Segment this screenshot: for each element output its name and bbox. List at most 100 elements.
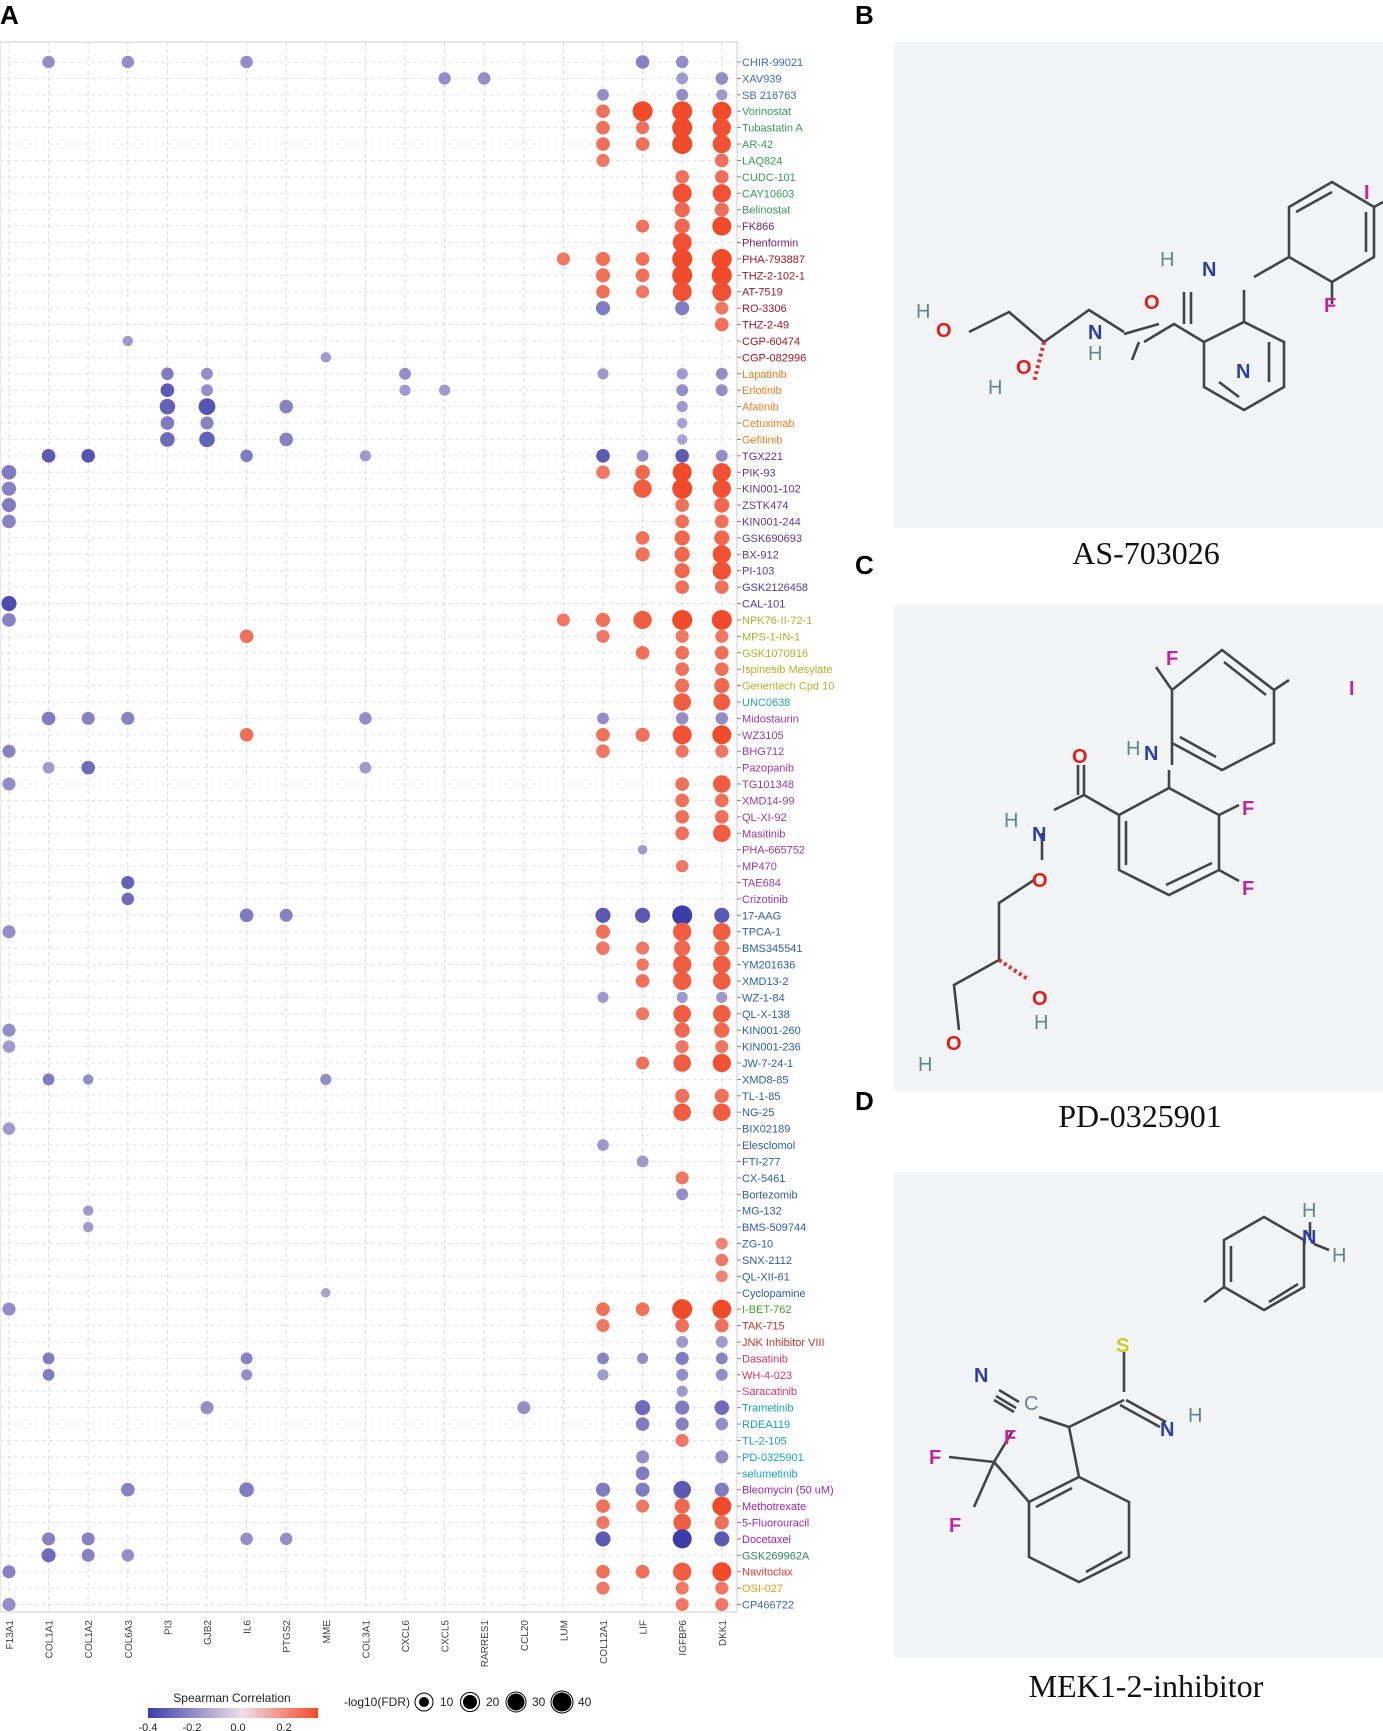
y-tick-label: THZ-2-102-1 [742, 270, 805, 282]
dot-mark [715, 629, 729, 643]
y-tick-label: NG-25 [742, 1107, 774, 1119]
y-tick-label: PD-0325901 [742, 1452, 804, 1464]
dot-mark [712, 479, 731, 498]
y-tick-label: KIN001-102 [742, 484, 801, 496]
dot-mark [2, 514, 16, 529]
dot-mark [672, 1529, 692, 1549]
dot-mark [673, 971, 692, 991]
x-tick-label: COL1A2 [84, 1620, 95, 1659]
dot-mark [635, 137, 650, 151]
dot-mark [672, 265, 693, 286]
dot-mark [715, 793, 729, 808]
dot-mark [160, 383, 175, 398]
dot-mark [675, 793, 689, 808]
y-tick-label: BMS345541 [742, 943, 803, 955]
x-tick-label: COL1A1 [45, 1620, 56, 1659]
dot-mark [675, 826, 689, 841]
x-tick-label: COL3A1 [361, 1620, 372, 1659]
dot-mark [83, 1221, 94, 1233]
dot-mark [596, 137, 610, 151]
dot-mark [160, 432, 175, 447]
y-tick-label: XMD14-99 [742, 795, 795, 807]
dot-mark [596, 449, 610, 463]
dot-mark [121, 1482, 135, 1497]
plot-area [0, 41, 738, 1613]
dot-mark [2, 925, 16, 939]
dot-mark [675, 580, 689, 594]
dot-mark [712, 216, 732, 236]
dot-mark [201, 367, 213, 380]
y-tick-label: CUDC-101 [742, 172, 796, 184]
dot-mark [715, 1253, 729, 1267]
y-tick-label: XMD13-2 [742, 976, 788, 988]
atom-h-imine: H [1188, 1405, 1202, 1427]
dot-mark [595, 301, 611, 316]
y-tick-label: KIN001-244 [742, 516, 801, 528]
dot-mark [632, 101, 653, 122]
dot-mark [596, 104, 610, 119]
dot-mark [674, 218, 690, 234]
y-tick-label: Bortezomib [742, 1189, 798, 1201]
y-tick-label: Cetuximab [742, 418, 795, 430]
y-tick-label: TPCA-1 [742, 927, 781, 939]
x-tick-label: IL6 [243, 1620, 254, 1634]
dot-mark [2, 1023, 16, 1037]
dot-mark [673, 922, 692, 941]
dot-mark [714, 1531, 730, 1547]
dot-mark [673, 1480, 691, 1499]
y-tick-label: Lapatinib [742, 369, 787, 381]
dot-mark [676, 72, 689, 85]
dot-mark [673, 693, 691, 711]
dot-mark [240, 449, 253, 463]
y-tick-label: Phenformin [742, 238, 798, 250]
legend: Spearman Correlation -0.4 -0.2 0.0 0.2 -… [139, 1690, 592, 1731]
dot-mark [83, 1074, 94, 1085]
dot-mark [713, 693, 731, 711]
dot-mark [596, 465, 610, 480]
dot-mark [715, 645, 729, 660]
y-tick-label: QL-X-138 [742, 1009, 790, 1021]
y-tick-label: Saracatinib [742, 1386, 797, 1398]
dot-mark [596, 744, 610, 759]
y-tick-label: Erlotinib [742, 385, 782, 397]
y-tick-label: CX-5461 [742, 1173, 785, 1185]
dot-mark [672, 117, 693, 138]
size-tick-4: 40 [578, 1695, 592, 1709]
x-tick-label: CXCL5 [441, 1620, 452, 1653]
y-tick-label: Bleomycin (50 uM) [742, 1485, 834, 1497]
dot-mark [715, 367, 728, 380]
color-tick-4: 0.2 [276, 1722, 291, 1731]
dot-mark [715, 1336, 728, 1348]
caption-d: MEK1-2-inhibitor [1028, 1668, 1264, 1704]
size-tick-2: 20 [486, 1695, 500, 1709]
dot-mark [674, 563, 690, 579]
dot-mark [672, 101, 693, 122]
x-tick-label: COL12A1 [599, 1620, 610, 1664]
dot-mark [672, 233, 692, 253]
x-tick-label: LUM [559, 1620, 570, 1641]
dot-mark [2, 1565, 16, 1579]
dot-mark [121, 711, 135, 725]
dot-mark [712, 184, 731, 203]
size-tick-3: 30 [532, 1695, 546, 1709]
dot-mark [399, 367, 411, 380]
x-tick-label: F13A1 [5, 1620, 16, 1650]
dot-mark [712, 282, 732, 302]
dot-mark [41, 711, 56, 726]
dot-mark [674, 1022, 690, 1038]
dot-mark [714, 1515, 729, 1530]
dot-mark [239, 629, 254, 644]
dot-mark [399, 384, 411, 396]
dot-mark [321, 1287, 331, 1298]
y-tick-label: 5-Fluorouracil [742, 1517, 809, 1529]
dot-mark [42, 55, 55, 69]
dot-mark [716, 89, 728, 101]
dot-mark [2, 1302, 16, 1316]
y-tick-label: Ispinesib Mesylate [742, 664, 833, 676]
atom-f-1: F [1004, 1427, 1016, 1449]
y-tick-label: Masitinib [742, 828, 785, 840]
y-tick-label: Cyclopamine [742, 1288, 806, 1300]
molecule-panel-b: O H N I F H O N H O H N [894, 42, 1383, 528]
dot-mark [715, 384, 728, 397]
